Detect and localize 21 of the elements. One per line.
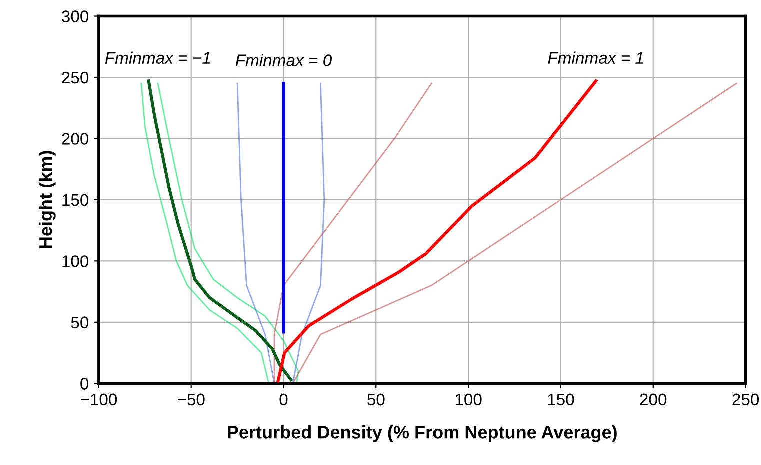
x-tick-label: −50 [178,394,205,406]
annotation: Fminmax = −1 [105,52,210,64]
y-tick-label: 0 [80,378,89,390]
x-axis-title: Perturbed Density (% From Neptune Average) [228,426,617,442]
x-tick-label: 50 [368,394,385,406]
line-series [276,80,598,383]
x-tick-label: 250 [732,394,760,406]
y-tick-label: 250 [62,72,89,84]
y-tick-label: 200 [62,133,89,145]
x-tick-label: −100 [80,394,118,406]
x-tick-label: 150 [548,394,574,406]
x-tick-label: 200 [640,394,667,406]
y-tick-label: 50 [71,316,89,329]
y-tick-label: 100 [62,256,89,268]
annotation: Fminmax = 1 [548,52,644,64]
y-axis-title: Height (km) [38,151,56,248]
y-tick-label: 300 [62,10,89,22]
x-tick-label: 0 [280,394,288,406]
y-tick-label: 150 [62,194,89,206]
x-tick-label: 100 [456,394,482,406]
annotation: Fminmax = 0 [236,54,332,66]
